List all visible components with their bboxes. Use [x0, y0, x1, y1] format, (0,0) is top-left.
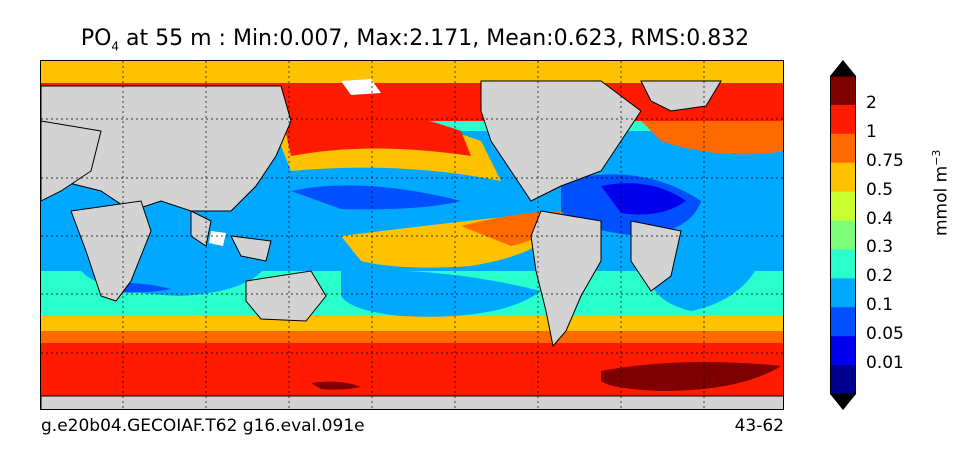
graticule [41, 61, 783, 409]
land-masses [41, 80, 783, 409]
no-data-patch [341, 79, 381, 95]
colorbar-tick-label: 0.1 [866, 295, 894, 316]
unit-exponent: −3 [930, 149, 943, 166]
colorbar-tick-label: 0.4 [866, 208, 894, 229]
south-pacific-gyre [341, 270, 541, 317]
south-america-landmass [530, 210, 602, 348]
colorbar-tick-label: 0.5 [866, 179, 894, 200]
colorbar-tick-label: 0.75 [866, 150, 904, 171]
map-svg [41, 61, 783, 409]
europe-landmass [41, 120, 102, 202]
colorbar-swatch [830, 76, 856, 106]
colorbar-unit-label: mmol m−3 [930, 150, 952, 236]
colorbar-over-triangle [830, 60, 856, 76]
arctic-band [41, 61, 783, 83]
frontal-band-2 [41, 331, 783, 343]
antarctica-landmass [41, 395, 783, 409]
title-stats: at 55 m : Min:0.007, Max:2.171, Mean:0.6… [119, 26, 750, 51]
colorbar-swatch [830, 278, 856, 308]
colorbar-outline [830, 75, 856, 395]
north-pacific-high [281, 106, 471, 156]
colorbar-under-triangle [830, 394, 856, 410]
colorbar-tick-label: 1 [866, 121, 877, 142]
colorbar-swatch [830, 220, 856, 250]
ross-sea-patch [311, 381, 361, 390]
north-pacific-gyre-core [291, 185, 461, 210]
colorbar-swatch [830, 365, 856, 395]
unit-text: mmol m [931, 165, 952, 236]
colorbar-tick-label: 0.05 [866, 324, 904, 345]
title-variable-subscript: 4 [111, 39, 120, 54]
weddell-sea-max [601, 362, 781, 391]
colorbar-tick-label: 0.2 [866, 266, 894, 287]
colorbar-swatch [830, 191, 856, 222]
south-atlantic-gyre [651, 249, 761, 311]
title-variable: PO [80, 26, 112, 51]
ocean-map [40, 60, 784, 410]
colorbar [830, 60, 856, 410]
colorbar-swatch [830, 307, 856, 337]
colorbar-swatch [830, 162, 856, 193]
greenland-landmass [640, 80, 722, 112]
africa-east-landmass [630, 220, 682, 292]
maritime-continent [230, 235, 272, 262]
colorbar-swatch [830, 133, 856, 164]
colorbar-tick-label: 0.3 [866, 237, 894, 258]
australia-landmass [245, 270, 327, 322]
colorbar-tick-label: 2 [866, 92, 877, 113]
no-data-patch-2 [209, 231, 226, 246]
colorbar-swatch [830, 249, 856, 279]
year-range: 43-62 [734, 416, 784, 436]
north-america-landmass [480, 80, 642, 202]
colorbar-swatch [830, 336, 856, 366]
north-atlantic-core [601, 183, 686, 215]
colorbar-tick-label: 0.01 [866, 353, 904, 374]
north-atlantic-subpolar [641, 121, 783, 155]
experiment-name: g.e20b04.GECOIAF.T62 g16.eval.091e [41, 416, 365, 436]
colorbar-swatch [830, 104, 856, 135]
map-title: PO4 at 55 m : Min:0.007, Max:2.171, Mean… [0, 26, 830, 53]
africa-landmass [70, 200, 152, 302]
